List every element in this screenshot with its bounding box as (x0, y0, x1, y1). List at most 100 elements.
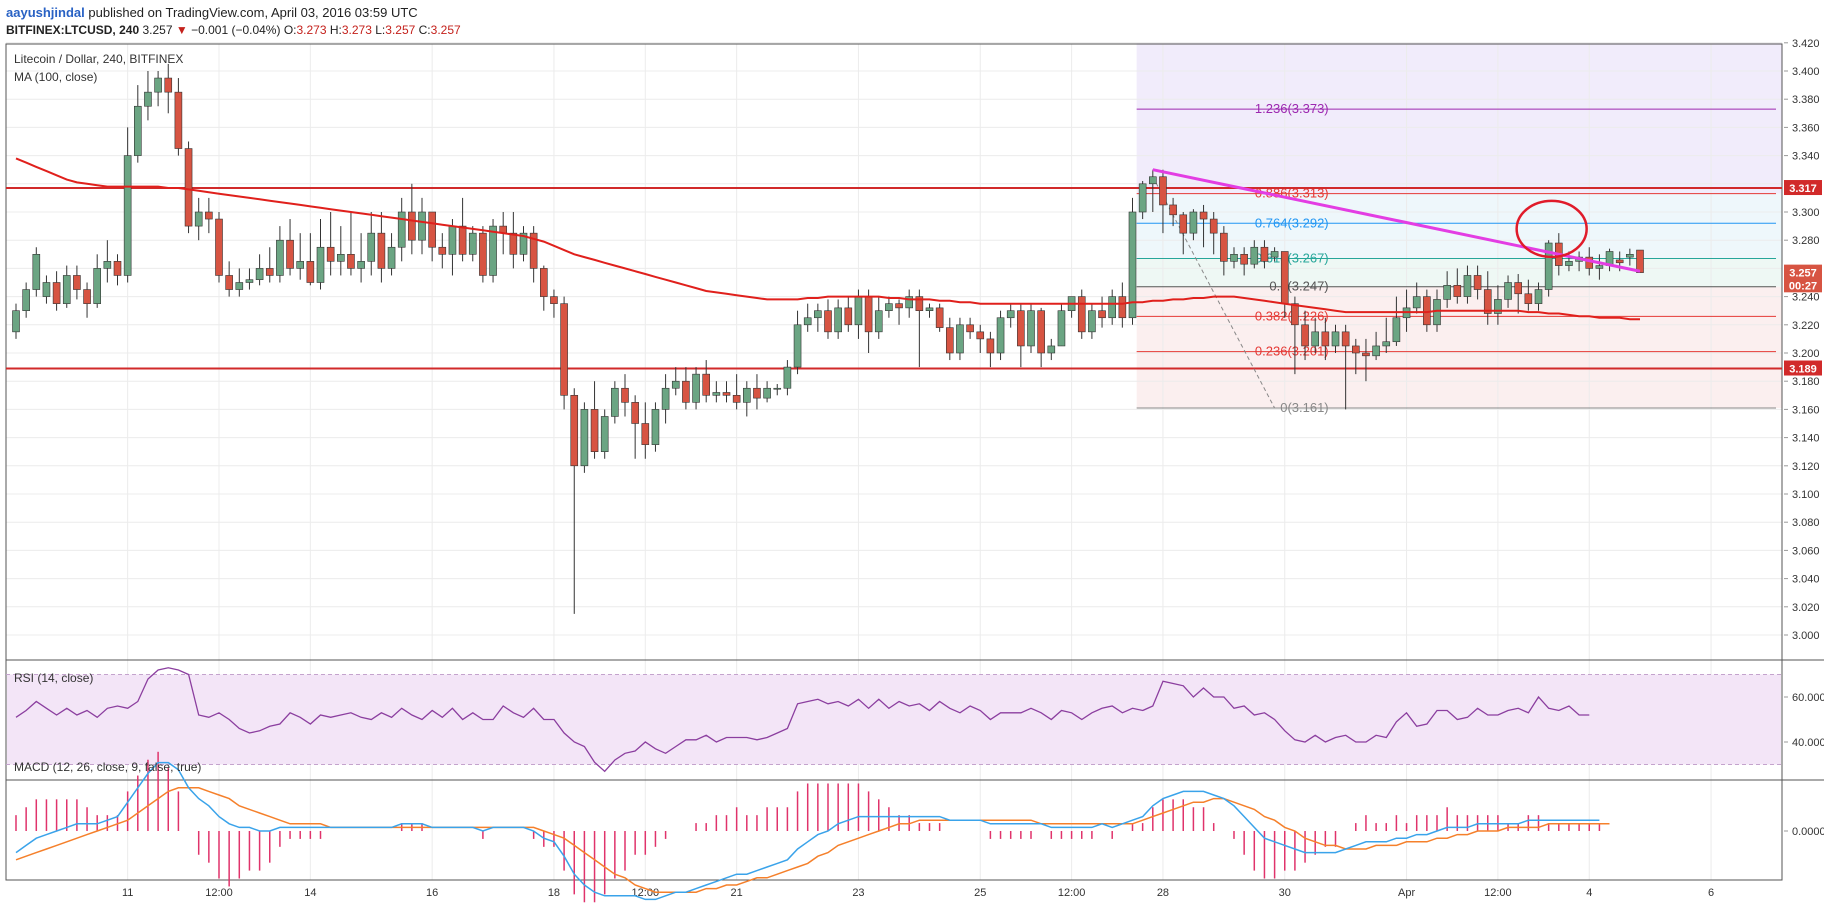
candle-body (42, 282, 51, 297)
candle (1362, 338, 1370, 382)
y-tick-label: 3.420 (1792, 38, 1820, 50)
fib-level-label: 0(3.161) (1280, 400, 1328, 415)
candle-body (712, 392, 721, 396)
candle-body (905, 296, 914, 309)
x-tick-label: 21 (731, 887, 743, 899)
candle-body (438, 246, 447, 255)
candle-body (336, 254, 345, 262)
candle-body (702, 373, 711, 396)
candle (347, 212, 355, 276)
candle-body (1220, 232, 1228, 262)
candle (1260, 240, 1269, 269)
candle-body (418, 211, 426, 241)
candle-body (276, 239, 284, 276)
candle-body (1230, 254, 1238, 262)
candle (631, 395, 639, 459)
candle (174, 78, 183, 156)
candle-body (966, 324, 974, 333)
price-axis-badge (1784, 264, 1822, 280)
candle-body (1017, 310, 1025, 347)
candle (154, 71, 162, 107)
candle (1341, 324, 1350, 410)
candle (1453, 268, 1462, 304)
candle-body (580, 409, 589, 467)
candle-body (113, 261, 122, 276)
candle-body (235, 282, 244, 290)
symbol-label: BITFINEX:LTCUSD, 240 (6, 23, 140, 37)
macd-tick-label: 0.0000 (1792, 826, 1824, 838)
candle-body (1301, 324, 1309, 347)
candle-body (1382, 341, 1391, 347)
y-tick-label: 3.000 (1792, 630, 1820, 642)
candle (1199, 204, 1208, 248)
candle (824, 299, 832, 339)
y-tick-label: 3.080 (1792, 517, 1820, 529)
candle (479, 226, 487, 283)
candle (73, 265, 81, 300)
y-tick-label: 3.380 (1792, 94, 1820, 106)
last-price: 3.257 (142, 23, 173, 37)
candle-body (925, 307, 934, 312)
candle-body (1189, 211, 1198, 234)
x-tick-label: 18 (548, 887, 560, 899)
candle-body (895, 303, 903, 309)
fib-zone-mid (1136, 258, 1782, 287)
candle-body (590, 409, 599, 452)
y-tick-label: 3.220 (1792, 320, 1820, 332)
y-tick-label: 3.360 (1792, 122, 1820, 134)
candle-body (479, 232, 487, 276)
candle-body (1565, 261, 1573, 266)
y-tick-label: 3.060 (1792, 545, 1820, 557)
candle (235, 268, 244, 297)
close-label: C: (418, 23, 431, 37)
candle (712, 381, 721, 403)
candle (336, 226, 345, 276)
candle (682, 367, 690, 410)
candle-body (1615, 259, 1624, 264)
candle-body (621, 387, 629, 403)
candle-body (1006, 310, 1015, 319)
low-value: 3.257 (385, 23, 416, 37)
macd-legend: MACD (12, 26, close, 9, false, true) (14, 760, 202, 774)
candle-body (539, 268, 548, 297)
candle-body (326, 246, 335, 262)
candle-body (1280, 251, 1289, 304)
candle (641, 402, 650, 459)
candle (1311, 317, 1319, 353)
candle (702, 360, 711, 403)
candle-body (945, 327, 954, 354)
low-label: L: (375, 23, 386, 37)
candle (895, 299, 903, 325)
candle-body (245, 279, 254, 283)
candle-body (62, 275, 71, 304)
candle (255, 254, 264, 286)
candle (184, 141, 193, 234)
candle-body (144, 91, 152, 107)
rsi-band (7, 674, 1781, 765)
candle-body (1149, 176, 1157, 185)
candle-body (1159, 176, 1167, 206)
candle (367, 212, 376, 276)
candle (1504, 275, 1512, 308)
price-axis-badge (1784, 277, 1822, 293)
candle-body (1321, 331, 1330, 347)
candle-body (225, 275, 233, 290)
candle (1524, 279, 1533, 311)
y-tick-label: 3.300 (1792, 207, 1820, 219)
candle-body (215, 218, 223, 276)
candle-body (560, 303, 568, 396)
candle-body (935, 307, 944, 328)
candle-body (1494, 299, 1502, 314)
candle-body (73, 275, 81, 290)
candle-body (692, 373, 700, 403)
fib-level-label: 0.764(3.292) (1255, 215, 1329, 230)
candle (1595, 254, 1604, 280)
candle-body (448, 225, 457, 255)
y-tick-label: 3.140 (1792, 433, 1820, 445)
candle (1250, 240, 1259, 269)
candle (316, 219, 325, 290)
candle-body (956, 324, 964, 354)
candle-body (255, 268, 264, 280)
author-link[interactable]: aayushjindal (6, 5, 85, 20)
